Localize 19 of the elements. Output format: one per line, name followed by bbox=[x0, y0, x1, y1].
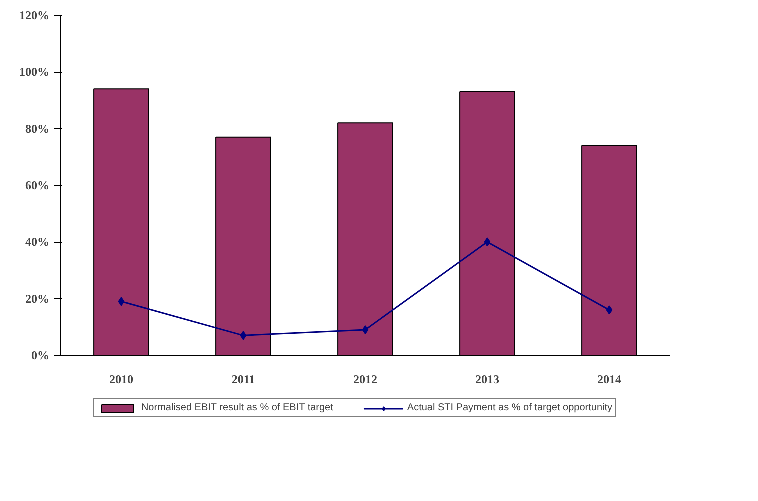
point bbox=[240, 331, 247, 340]
x-tick-label: 2013 bbox=[476, 372, 500, 386]
point bbox=[484, 238, 491, 247]
x-tick-label: 2011 bbox=[232, 372, 256, 386]
legend-label: Normalised EBIT result as % of EBIT target bbox=[141, 402, 334, 414]
x-tick-label: 2012 bbox=[354, 372, 378, 386]
y-tick-label: 80% bbox=[26, 122, 50, 136]
y-tick-label: 60% bbox=[26, 178, 50, 192]
x-tick-label: 2010 bbox=[110, 372, 134, 386]
point bbox=[118, 297, 125, 306]
y-tick-label: 0% bbox=[32, 348, 50, 362]
y-tick-label: 120% bbox=[20, 8, 50, 22]
point bbox=[362, 326, 369, 334]
y-tick-label: 100% bbox=[20, 65, 50, 80]
legend-label: Actual STI Payment as % of target opportunity bbox=[407, 402, 613, 414]
y-tick-label: 20% bbox=[26, 292, 50, 306]
point bbox=[606, 306, 613, 315]
y-tick-label: 40% bbox=[26, 235, 50, 250]
x-tick-label: 2014 bbox=[598, 372, 622, 386]
